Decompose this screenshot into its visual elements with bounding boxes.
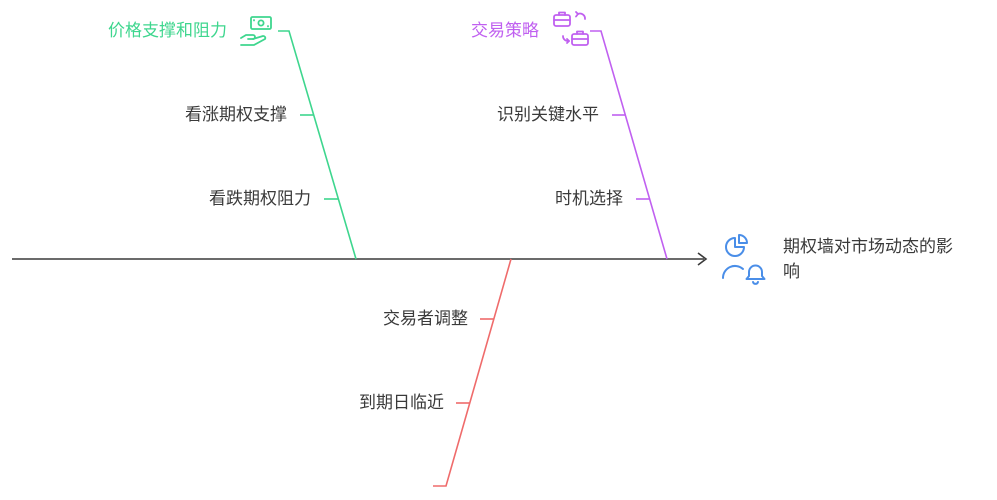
spine-arrowhead — [697, 252, 708, 266]
user-chart-bell-icon — [721, 234, 766, 285]
briefcase-swap-icon — [553, 11, 589, 46]
effect-label-line1: 期权墙对市场动态的影 — [783, 237, 953, 257]
cause-timing: 时机选择 — [555, 189, 623, 209]
cash-in-hand-icon — [240, 16, 272, 46]
cause-key-levels: 识别关键水平 — [497, 105, 599, 125]
cause-call-support: 看涨期权支撑 — [185, 105, 287, 125]
branch-line-price — [278, 30, 357, 260]
cause-put-resistance: 看跌期权阻力 — [209, 189, 311, 209]
cause-expiry-near: 到期日临近 — [359, 393, 444, 413]
effect-label-line2: 响 — [783, 262, 800, 282]
branch-title-price: 价格支撑和阻力 — [108, 21, 227, 41]
branch-title-strategy: 交易策略 — [471, 21, 539, 41]
branch-line-expiry — [433, 258, 512, 487]
branch-line-strategy — [590, 30, 668, 260]
cause-trader-adjust: 交易者调整 — [383, 309, 468, 329]
